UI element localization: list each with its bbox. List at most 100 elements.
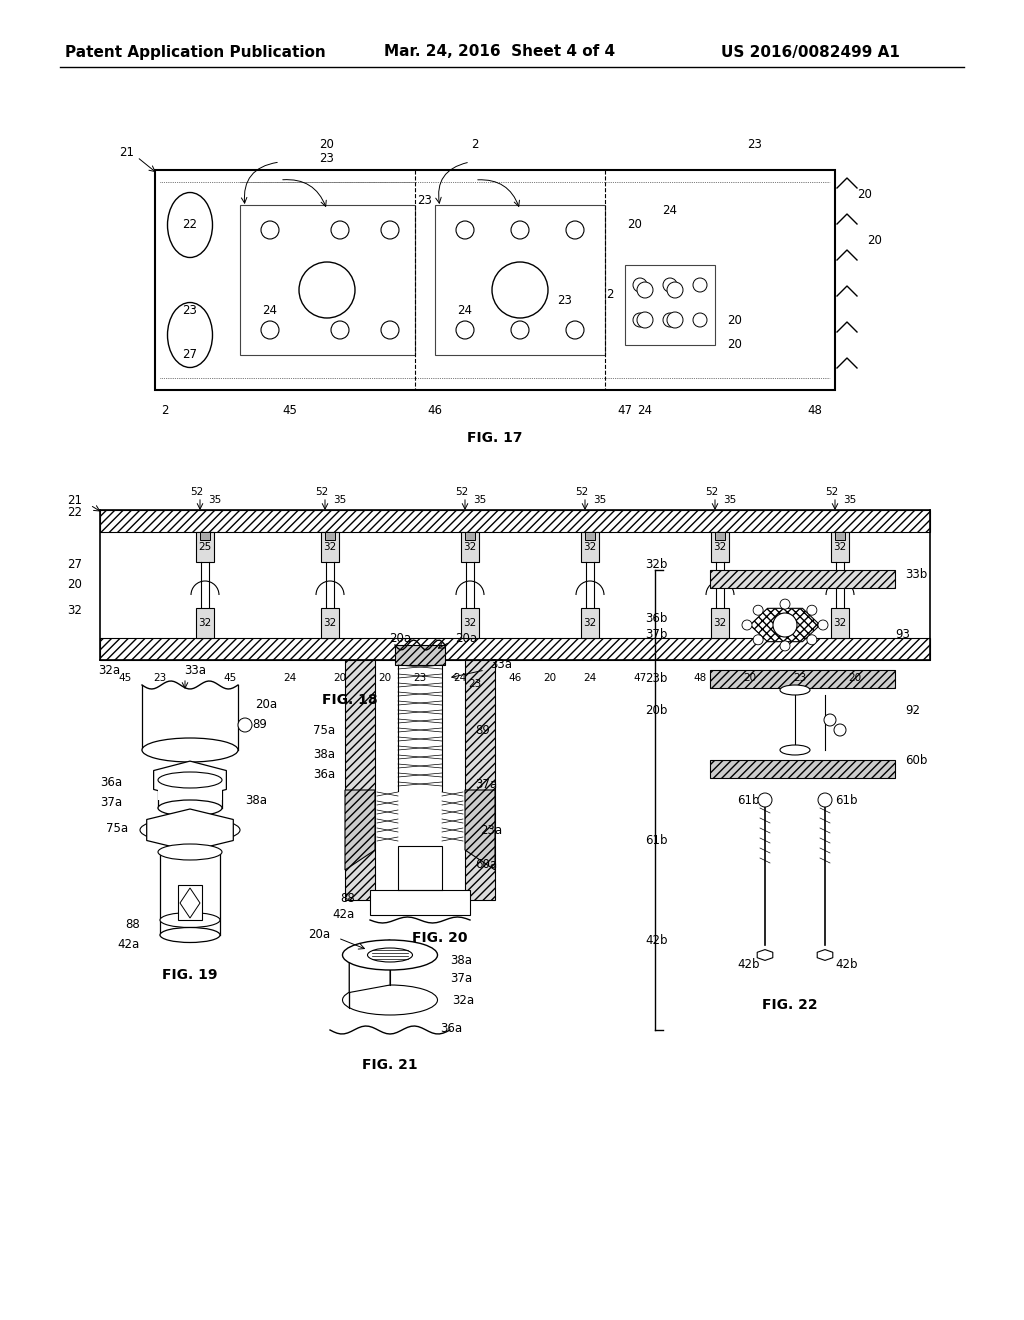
- Text: 38a: 38a: [245, 793, 267, 807]
- Circle shape: [637, 282, 653, 298]
- Bar: [625, 265, 715, 345]
- Ellipse shape: [168, 302, 213, 367]
- Text: 32a: 32a: [452, 994, 474, 1006]
- Text: 52: 52: [706, 487, 719, 498]
- Bar: [100, 510, 930, 532]
- Text: 45: 45: [223, 673, 237, 682]
- Bar: [345, 660, 375, 900]
- Text: 32: 32: [464, 543, 476, 552]
- Text: 21: 21: [120, 145, 134, 158]
- Text: 42a: 42a: [118, 939, 140, 952]
- Circle shape: [456, 321, 474, 339]
- Circle shape: [511, 220, 529, 239]
- Bar: [461, 532, 479, 562]
- Text: 25: 25: [199, 543, 212, 552]
- Text: 20: 20: [849, 673, 861, 682]
- Text: 61b: 61b: [645, 833, 668, 846]
- Bar: [155, 170, 835, 389]
- Ellipse shape: [342, 940, 437, 970]
- Text: 23: 23: [748, 139, 763, 152]
- Text: 24: 24: [663, 203, 678, 216]
- Bar: [710, 760, 895, 777]
- Text: 61b: 61b: [737, 793, 760, 807]
- Text: 2: 2: [161, 404, 169, 417]
- Text: FIG. 22: FIG. 22: [762, 998, 818, 1012]
- Text: 42b: 42b: [737, 958, 760, 972]
- Text: 32: 32: [584, 543, 597, 552]
- Circle shape: [299, 261, 355, 318]
- Polygon shape: [345, 789, 375, 870]
- Text: FIG. 17: FIG. 17: [467, 432, 522, 445]
- Text: 32: 32: [199, 618, 212, 628]
- Bar: [321, 609, 339, 638]
- Text: Mar. 24, 2016  Sheet 4 of 4: Mar. 24, 2016 Sheet 4 of 4: [384, 45, 615, 59]
- Text: 20a: 20a: [255, 698, 278, 711]
- Text: 23: 23: [794, 673, 807, 682]
- Circle shape: [824, 714, 836, 726]
- Text: 20: 20: [857, 189, 872, 202]
- Polygon shape: [180, 888, 200, 917]
- Text: 23: 23: [557, 293, 572, 306]
- Text: 45: 45: [283, 404, 297, 417]
- Text: 35: 35: [334, 495, 347, 506]
- Text: 48: 48: [808, 404, 822, 417]
- Bar: [435, 205, 605, 355]
- Text: 75a: 75a: [313, 723, 335, 737]
- Text: 93: 93: [895, 628, 910, 642]
- Text: 20: 20: [628, 219, 642, 231]
- Text: 38a: 38a: [450, 953, 472, 966]
- Text: 32: 32: [324, 618, 337, 628]
- Bar: [710, 671, 895, 688]
- Text: 2: 2: [471, 139, 479, 152]
- Text: 24: 24: [584, 673, 597, 682]
- Text: FIG. 19: FIG. 19: [162, 968, 218, 982]
- Text: 92: 92: [905, 704, 920, 717]
- Text: 27: 27: [67, 558, 82, 572]
- Text: 46: 46: [508, 673, 521, 682]
- Text: 42b: 42b: [835, 958, 857, 972]
- Bar: [321, 532, 339, 562]
- Text: 32: 32: [324, 543, 337, 552]
- Bar: [831, 609, 849, 638]
- Text: 32b: 32b: [645, 558, 668, 572]
- Circle shape: [511, 321, 529, 339]
- Text: 32: 32: [464, 618, 476, 628]
- Bar: [178, 884, 202, 920]
- Ellipse shape: [160, 912, 220, 928]
- Circle shape: [456, 220, 474, 239]
- Text: 20: 20: [68, 578, 82, 591]
- Text: 36a: 36a: [313, 768, 335, 781]
- Text: 36b: 36b: [645, 611, 668, 624]
- Text: 38a: 38a: [313, 748, 335, 762]
- Text: 32: 32: [834, 543, 847, 552]
- Circle shape: [773, 612, 797, 638]
- Text: 35: 35: [723, 495, 736, 506]
- Text: 52: 52: [825, 487, 839, 498]
- Circle shape: [742, 620, 752, 630]
- Text: 20b: 20b: [645, 704, 668, 717]
- Bar: [710, 570, 895, 587]
- Bar: [240, 205, 415, 355]
- Text: FIG. 21: FIG. 21: [362, 1059, 418, 1072]
- Text: 60b: 60b: [905, 754, 928, 767]
- Text: 20: 20: [544, 673, 557, 682]
- Bar: [465, 660, 495, 900]
- Bar: [581, 532, 599, 562]
- Text: 47: 47: [617, 404, 633, 417]
- Circle shape: [780, 599, 790, 609]
- Circle shape: [758, 793, 772, 807]
- Circle shape: [566, 321, 584, 339]
- Text: 23b: 23b: [645, 672, 668, 685]
- Text: 60a: 60a: [475, 858, 497, 871]
- Text: 88: 88: [125, 919, 140, 932]
- Text: 23a: 23a: [480, 824, 502, 837]
- Bar: [325, 532, 335, 540]
- Circle shape: [780, 642, 790, 651]
- Text: 32: 32: [714, 618, 727, 628]
- Text: 20a: 20a: [389, 631, 411, 644]
- Circle shape: [261, 220, 279, 239]
- Bar: [711, 532, 729, 562]
- Ellipse shape: [158, 800, 222, 816]
- Bar: [465, 532, 475, 540]
- Text: Patent Application Publication: Patent Application Publication: [65, 45, 326, 59]
